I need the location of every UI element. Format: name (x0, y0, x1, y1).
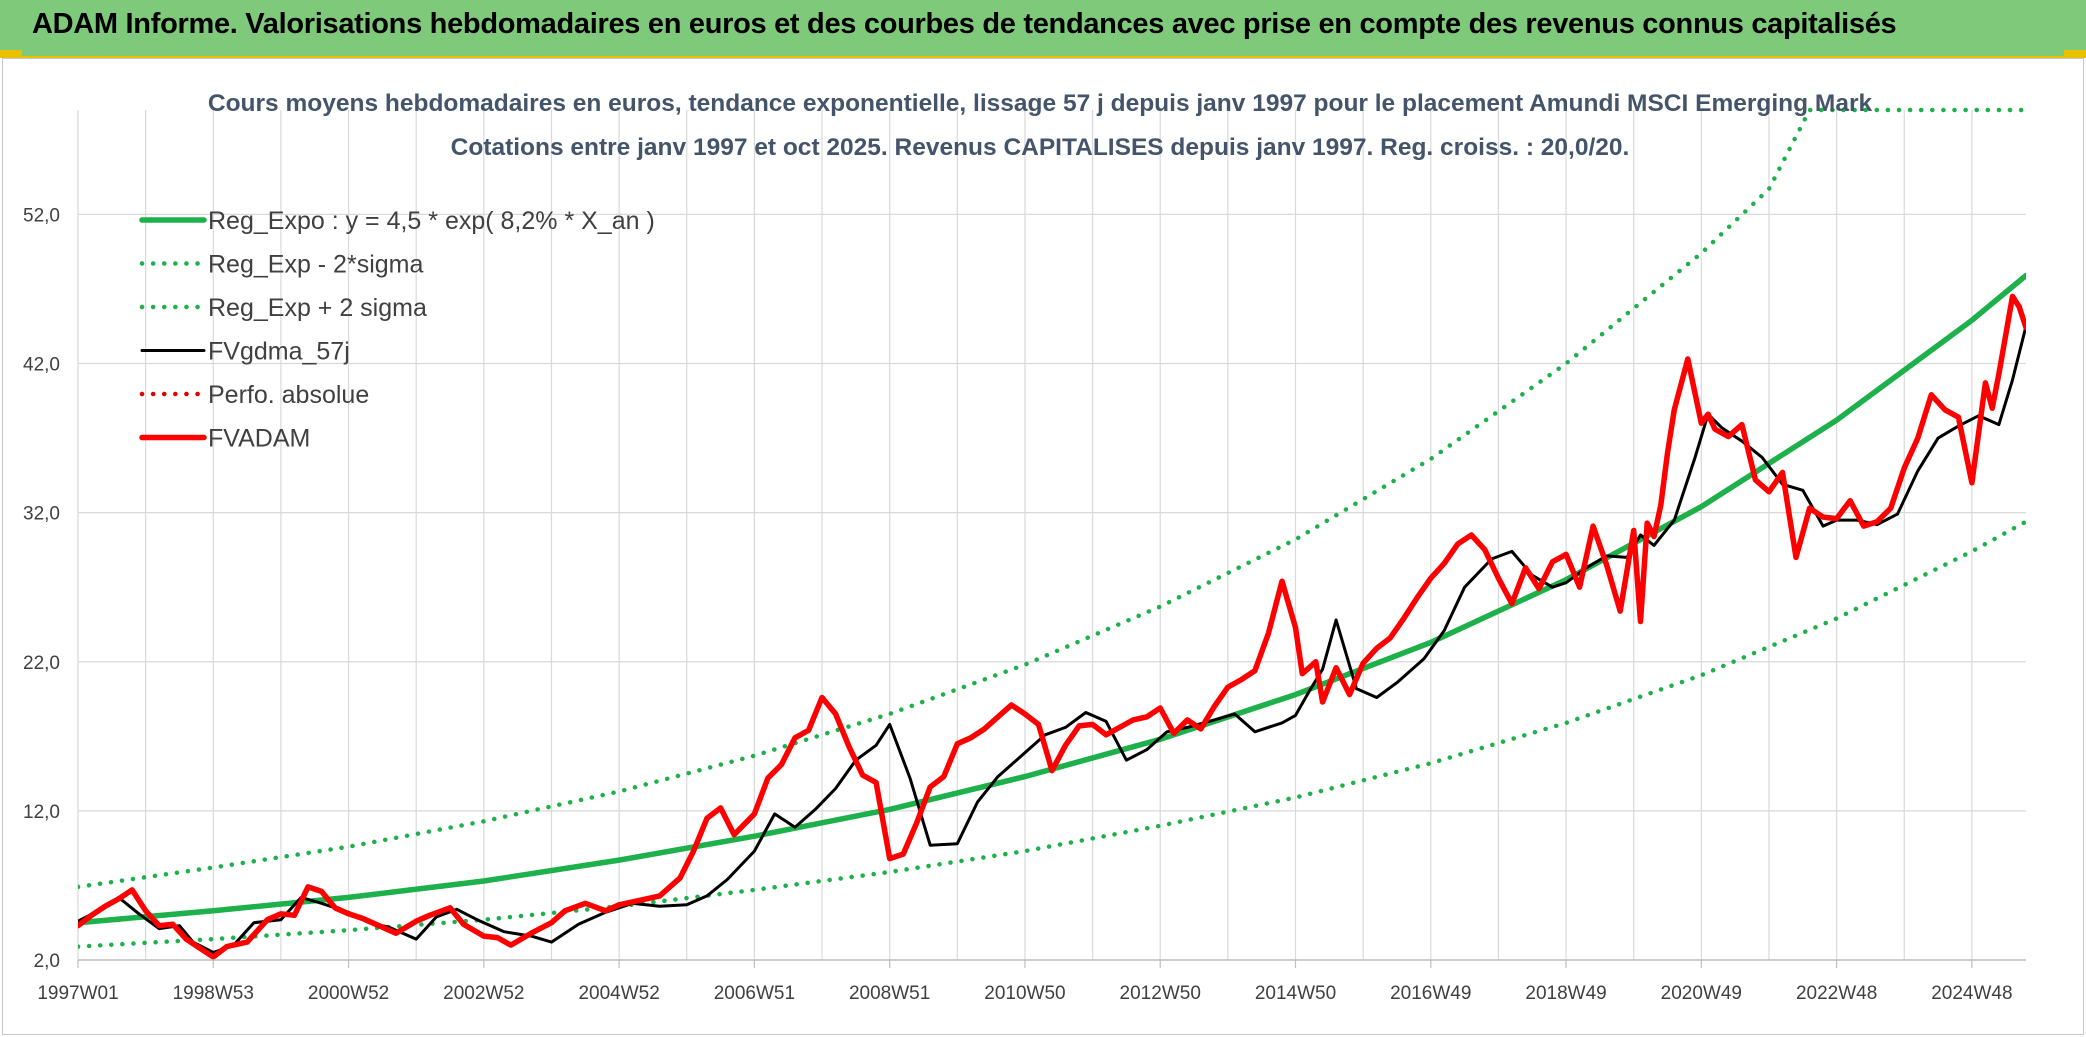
y-tick-label: 22,0 (23, 653, 60, 674)
report-title: ADAM Informe. Valorisations hebdomadaire… (32, 8, 1897, 40)
x-tick-label: 2000W52 (308, 983, 389, 1004)
legend-label-reg-expo-y-4-5-exp-8-2-x-an: Reg_Expo : y = 4,5 * exp( 8,2% * X_an ) (208, 207, 655, 235)
x-tick-label: 2002W52 (443, 983, 524, 1004)
series-line-fvadam (78, 293, 2026, 960)
x-tick-label: 2010W50 (984, 983, 1065, 1004)
x-tick-label: 2012W50 (1120, 983, 1201, 1004)
y-tick-label: 32,0 (23, 504, 60, 525)
axes: 2,0 12,0 22,0 32,0 42,0 52,0 1997W01 1998W53 200… (23, 205, 2026, 1004)
series-layer (78, 107, 2026, 960)
x-tick-label: 2014W50 (1255, 983, 1336, 1004)
series-line-reg-exp-2-sigma (78, 519, 2026, 949)
chart-title: Cours moyens hebdomadaires en euros, ten… (208, 90, 1873, 117)
y-tick-label: 42,0 (23, 355, 60, 376)
y-tick-label: 52,0 (23, 205, 60, 226)
x-tick-label: 2018W49 (1525, 983, 1606, 1004)
x-tick-label: 2024W48 (1931, 983, 2012, 1004)
x-tick-label: 1998W53 (173, 983, 254, 1004)
legend-label-reg-exp-2-sigma: Reg_Exp - 2*sigma (208, 251, 423, 279)
x-tick-label: 2004W52 (578, 983, 659, 1004)
x-tick-label: 2016W49 (1390, 983, 1471, 1004)
series-line-reg-exp-2-sigma (78, 107, 2026, 890)
legend-label-fvgdma-57j: FVgdma_57j (208, 338, 350, 366)
chart-subtitle: Cotations entre janv 1997 et oct 2025. R… (451, 134, 1630, 161)
report-header: ADAM Informe. Valorisations hebdomadaire… (0, 0, 2086, 58)
x-tick-label: 2022W48 (1796, 983, 1877, 1004)
series-line-fvgdma-57j (78, 324, 2026, 954)
y-tick-label: 2,0 (34, 951, 60, 972)
header-accent-left (0, 50, 22, 58)
x-tick-label: 2020W49 (1661, 983, 1742, 1004)
x-tick-label: 2008W51 (849, 983, 930, 1004)
y-tick-label: 12,0 (23, 802, 60, 823)
x-tick-label: 2006W51 (714, 983, 795, 1004)
legend: Reg_Expo : y = 4,5 * exp( 8,2% * X_an ) R… (139, 207, 655, 453)
legend-label-reg-exp-2-sigma: Reg_Exp + 2 sigma (208, 294, 427, 322)
legend-label-perfo-absolue: Perfo. absolue (208, 381, 369, 409)
chart-frame (2, 58, 2084, 1035)
header-accent-right (2064, 50, 2086, 58)
x-tick-label: 1997W01 (37, 983, 118, 1004)
legend-label-fvadam: FVADAM (208, 425, 310, 453)
series-line-reg-expo-y-4-5-exp-8-2-x-an (78, 272, 2026, 926)
grid (77, 110, 2026, 961)
